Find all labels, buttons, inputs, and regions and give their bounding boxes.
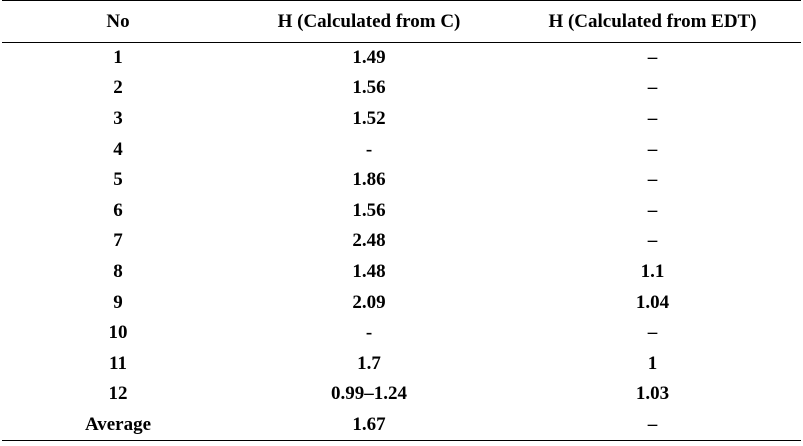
- cell-h-from-edt: –: [647, 47, 658, 69]
- table-row: 4 - –: [2, 134, 801, 165]
- cell-h-from-c: 1.7: [357, 352, 381, 374]
- table-body: 1 1.49 – 2 1.56 – 3 1.52 – 4 - – 5 1.86 – 6 1.56 – 7 2.48 – 8…: [2, 43, 801, 441]
- cell-h-from-edt: –: [647, 169, 658, 191]
- table-row: 7 2.48 –: [2, 226, 801, 257]
- cell-h-from-edt: –: [647, 107, 658, 129]
- cell-h-from-edt: –: [647, 138, 658, 160]
- table-row: 3 1.52 –: [2, 104, 801, 135]
- cell-no: 11: [109, 352, 127, 374]
- cell-h-from-c: 1.49: [352, 47, 386, 69]
- cell-h-from-c: 1.56: [352, 77, 386, 99]
- cell-h-from-edt: –: [647, 322, 658, 344]
- cell-no: 8: [113, 260, 123, 282]
- cell-h-from-c: 1.56: [352, 199, 386, 221]
- cell-h-from-c: -: [365, 322, 373, 344]
- cell-h-from-edt: –: [504, 409, 801, 441]
- cell-no: 6: [113, 199, 123, 221]
- cell-no: 3: [113, 107, 123, 129]
- header-h-from-c: H (Calculated from C): [234, 0, 504, 43]
- header-h-from-edt: H (Calculated from EDT): [504, 0, 801, 43]
- cell-no: 2: [113, 77, 123, 99]
- cell-h-from-edt: 1: [647, 352, 658, 374]
- table-row: 6 1.56 –: [2, 195, 801, 226]
- cell-h-from-edt: –: [647, 77, 658, 99]
- cell-h-from-c: -: [365, 138, 373, 160]
- table-row: 1 1.49 –: [2, 43, 801, 74]
- table-row: 2 1.56 –: [2, 73, 801, 104]
- cell-h-from-c: 1.52: [352, 107, 386, 129]
- table-row: Average 1.67–: [2, 409, 801, 441]
- cell-no: 9: [113, 291, 123, 313]
- cell-no: 4: [113, 138, 123, 160]
- cell-h-from-edt: –: [647, 230, 658, 252]
- cell-h-from-c: 1.86: [352, 169, 386, 191]
- cell-h-from-c: 1.67: [234, 409, 504, 441]
- table-header-row: No H (Calculated from C) H (Calculated f…: [2, 0, 801, 43]
- cell-no: 1: [113, 47, 123, 69]
- cell-no: Average: [2, 409, 234, 441]
- table-row: 5 1.86 –: [2, 165, 801, 196]
- header-no: No: [2, 0, 234, 43]
- cell-no: 7: [113, 230, 123, 252]
- table-row: 9 2.09 1.04: [2, 287, 801, 318]
- cell-no: 12: [108, 383, 128, 405]
- cell-no: 10: [108, 322, 128, 344]
- cell-h-from-c: 2.48: [352, 230, 386, 252]
- table-row: 12 0.99–1.24 1.03: [2, 379, 801, 410]
- table-row: 11 1.7 1: [2, 348, 801, 379]
- cell-h-from-edt: 1.03: [635, 383, 670, 405]
- table-row: 8 1.48 1.1: [2, 257, 801, 288]
- cell-no: 5: [113, 169, 123, 191]
- table-row: 10 - –: [2, 318, 801, 349]
- cell-h-from-c: 0.99–1.24: [331, 383, 407, 405]
- cell-h-from-c: 2.09: [352, 291, 386, 313]
- cell-h-from-edt: 1.04: [635, 291, 670, 313]
- cell-h-from-edt: 1.1: [640, 260, 665, 282]
- cell-h-from-c: 1.48: [352, 260, 386, 282]
- cell-h-from-edt: –: [647, 199, 658, 221]
